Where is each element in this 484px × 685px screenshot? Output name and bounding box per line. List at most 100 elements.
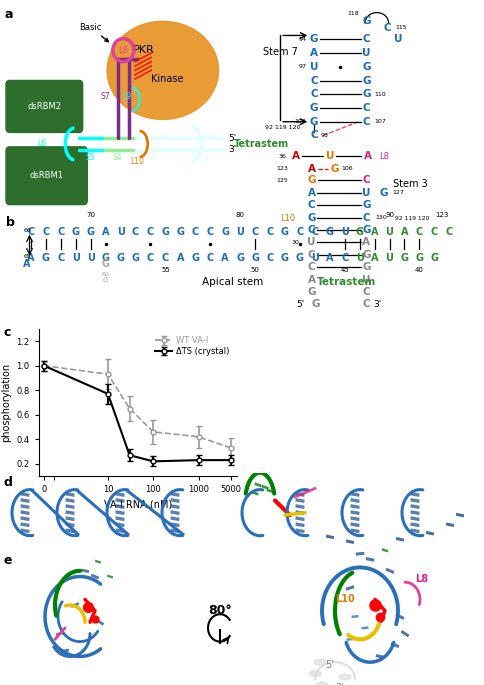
Text: L8: L8 [415,574,428,584]
Bar [20,492,30,497]
Bar [350,528,360,533]
Text: G: G [415,253,424,263]
Text: A: A [221,253,229,263]
Bar [381,548,389,553]
Text: 107: 107 [374,119,386,124]
Bar [391,642,399,648]
Bar [350,516,360,521]
Ellipse shape [314,659,326,665]
Text: A: A [371,227,378,237]
Text: 123: 123 [276,166,288,171]
Bar [170,523,180,527]
Bar [251,491,258,496]
Text: dsRBM2: dsRBM2 [27,102,61,111]
Text: L10: L10 [130,157,144,166]
Bar [362,626,369,630]
Bar [365,557,375,562]
Text: U: U [362,188,371,198]
Text: U: U [356,253,363,263]
Text: C: C [162,253,169,263]
Text: C: C [431,227,438,237]
Text: C: C [308,225,315,235]
Text: 123: 123 [435,212,449,219]
Bar [81,569,89,573]
Text: G: G [307,175,316,186]
Text: 50: 50 [251,267,259,273]
Text: Basic: Basic [79,23,108,42]
Bar [266,488,273,493]
Bar [115,498,125,503]
Bar [351,615,359,618]
Text: U: U [386,227,393,237]
Text: A: A [371,253,378,263]
Text: C: C [308,262,315,272]
Text: G: G [103,277,108,283]
Text: 110: 110 [374,92,386,97]
Text: G: G [42,253,50,263]
Bar [446,523,454,527]
Text: 80°: 80° [208,604,232,617]
Text: A: A [363,151,372,162]
Text: 30: 30 [292,240,300,245]
Text: A: A [102,227,109,237]
Bar [346,539,354,544]
Text: G: G [311,299,319,310]
Text: G: G [117,253,124,263]
Bar [170,516,180,521]
Ellipse shape [309,671,321,677]
Text: C: C [310,89,318,99]
Bar [61,649,69,653]
Text: G: G [296,253,304,263]
Bar [95,560,101,564]
Bar [65,504,75,509]
Text: 125: 125 [276,178,288,183]
Ellipse shape [339,674,351,680]
Text: G: G [176,227,184,237]
Text: G: G [310,103,318,113]
Text: G: G [102,259,110,269]
Text: e: e [3,553,12,566]
Text: C: C [27,227,34,237]
Text: C: C [416,227,423,237]
Text: L10: L10 [335,594,355,603]
Text: Kinase: Kinase [151,74,184,84]
Bar [65,528,75,533]
Bar [396,537,404,542]
Bar [326,534,334,539]
Bar [71,602,79,608]
Text: C: C [147,253,154,263]
Text: Tetrastem: Tetrastem [317,277,376,287]
Text: G: G [102,253,110,263]
Text: S4: S4 [113,153,122,162]
Legend: WT VA-I, ΔTS (crystal): WT VA-I, ΔTS (crystal) [152,333,233,360]
Text: G: G [221,227,229,237]
Bar [115,523,125,527]
Text: 5': 5' [297,300,305,309]
Text: C: C [363,212,370,223]
Bar [65,492,75,497]
Text: U: U [307,237,316,247]
Text: 115: 115 [395,25,407,30]
Bar [410,504,420,509]
Bar [115,510,125,515]
Text: L9: L9 [122,92,131,101]
Bar [170,528,180,533]
Ellipse shape [316,682,328,685]
Text: G: G [161,227,169,237]
Text: C: C [363,175,370,186]
Text: 93: 93 [321,133,329,138]
Text: C: C [363,103,370,113]
Text: G: G [251,253,259,263]
Bar [107,575,113,579]
Bar [395,613,405,620]
Bar [295,510,304,515]
Bar [295,492,304,497]
Bar [356,551,364,556]
Text: 65: 65 [23,254,31,260]
Text: A: A [307,188,316,198]
Ellipse shape [107,21,219,119]
Bar [410,528,420,533]
Bar [115,516,125,521]
Bar [170,492,180,497]
Text: L8: L8 [379,152,390,161]
